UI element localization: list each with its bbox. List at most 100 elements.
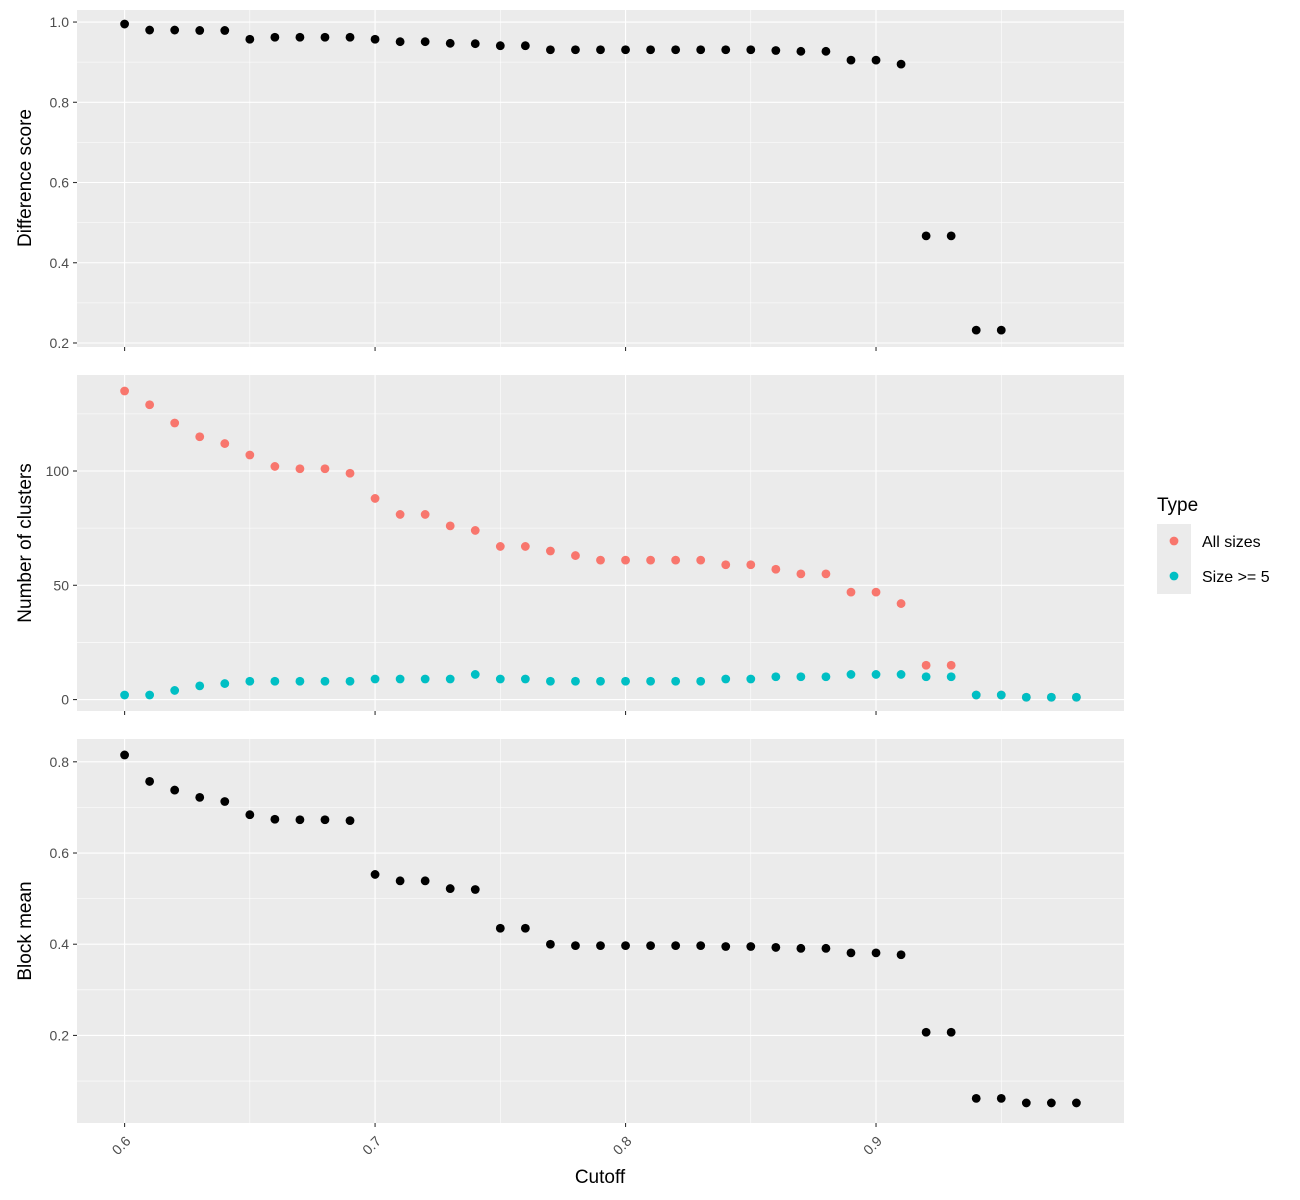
data-point (195, 26, 205, 35)
data-point (1021, 1098, 1031, 1108)
data-point (846, 587, 856, 597)
data-point (796, 569, 806, 579)
data-point (370, 674, 380, 684)
data-point (120, 386, 129, 396)
legend-entries: All sizes Size >= 5 (1169, 534, 1270, 586)
data-point (721, 560, 731, 570)
series-difference-0 (120, 19, 1006, 335)
data-point (671, 555, 681, 565)
data-point (896, 599, 906, 608)
data-point (871, 587, 881, 597)
y-tick-label: 0.6 (50, 175, 70, 191)
data-point (395, 37, 405, 47)
data-point (370, 870, 380, 879)
y-tick-label: 0 (61, 692, 69, 708)
data-point (120, 750, 129, 760)
data-point (771, 672, 781, 682)
y-tick-label: 0.6 (50, 845, 70, 861)
series-block-0 (120, 750, 1081, 1108)
panel-difference: 0.2 0.4 0.6 0.8 1.0 Difference score (15, 10, 1124, 351)
y-axis-title: Number of clusters (15, 463, 36, 622)
data-point (495, 542, 505, 551)
data-point (696, 676, 706, 686)
data-point (746, 674, 756, 684)
data-point (520, 923, 530, 933)
data-point (646, 941, 655, 950)
data-point (596, 941, 605, 950)
data-point (345, 468, 355, 478)
x-axis: 0.6 0.7 0.8 0.9 (109, 1133, 886, 1158)
data-point (896, 950, 906, 960)
data-point (571, 45, 580, 55)
data-point (420, 510, 430, 519)
data-point (245, 810, 255, 820)
data-point (671, 941, 681, 950)
data-point (921, 231, 931, 241)
data-point (771, 943, 781, 952)
data-point (571, 676, 580, 686)
legend-label: Size >= 5 (1202, 569, 1270, 586)
data-point (245, 450, 255, 460)
data-point (520, 41, 530, 51)
legend-key-background (1157, 524, 1191, 594)
y-tick-label: 1.0 (50, 14, 70, 30)
data-point (395, 674, 405, 684)
data-point (145, 25, 155, 35)
data-point (420, 876, 430, 886)
data-point (846, 948, 856, 958)
y-axis-title: Difference score (15, 109, 36, 247)
data-point (445, 674, 455, 684)
data-point (220, 797, 230, 806)
data-point (1046, 1098, 1056, 1108)
data-point (921, 672, 931, 682)
data-point (495, 923, 505, 933)
data-point (445, 38, 455, 48)
data-point (546, 45, 555, 55)
y-tick-label: 0.8 (50, 754, 70, 770)
data-point (621, 941, 630, 950)
data-point (971, 690, 981, 700)
data-point (846, 55, 856, 65)
y-tick-label: 0.8 (50, 94, 70, 110)
data-point (621, 676, 630, 686)
data-point (771, 564, 781, 574)
data-point (370, 34, 380, 44)
data-point (996, 1093, 1006, 1103)
data-point (546, 939, 555, 949)
data-point (495, 674, 505, 684)
data-point (520, 674, 530, 684)
x-tick-label: 0.8 (610, 1133, 635, 1158)
y-tick-label: 50 (53, 577, 69, 593)
data-point (195, 432, 205, 442)
data-point (671, 45, 681, 55)
panel-background (77, 739, 1124, 1123)
data-point (996, 690, 1006, 700)
data-point (921, 1027, 931, 1037)
data-point (646, 676, 655, 686)
data-point (420, 674, 430, 684)
panels-layer: 0.2 0.4 0.6 0.8 1.0 Difference score 0 50 100 Num… (15, 10, 1124, 1127)
data-point (195, 681, 205, 691)
data-point (596, 45, 605, 55)
data-point (395, 876, 405, 886)
data-point (320, 464, 330, 474)
panel-background (77, 10, 1124, 347)
data-point (270, 676, 280, 686)
data-point (120, 690, 129, 700)
data-point (345, 32, 355, 42)
data-point (520, 542, 530, 551)
data-point (646, 45, 655, 55)
data-point (946, 231, 956, 241)
panel-clusters: 0 50 100 Number of clusters (15, 375, 1124, 715)
data-point (896, 670, 906, 679)
data-point (345, 676, 355, 686)
data-point (220, 679, 230, 688)
legend-key (1169, 536, 1179, 546)
data-point (771, 46, 781, 55)
data-point (721, 942, 731, 951)
x-tick-label: 0.7 (359, 1133, 384, 1158)
data-point (295, 676, 305, 686)
panel-background (77, 375, 1124, 711)
data-point (746, 942, 756, 951)
data-point (721, 45, 731, 55)
